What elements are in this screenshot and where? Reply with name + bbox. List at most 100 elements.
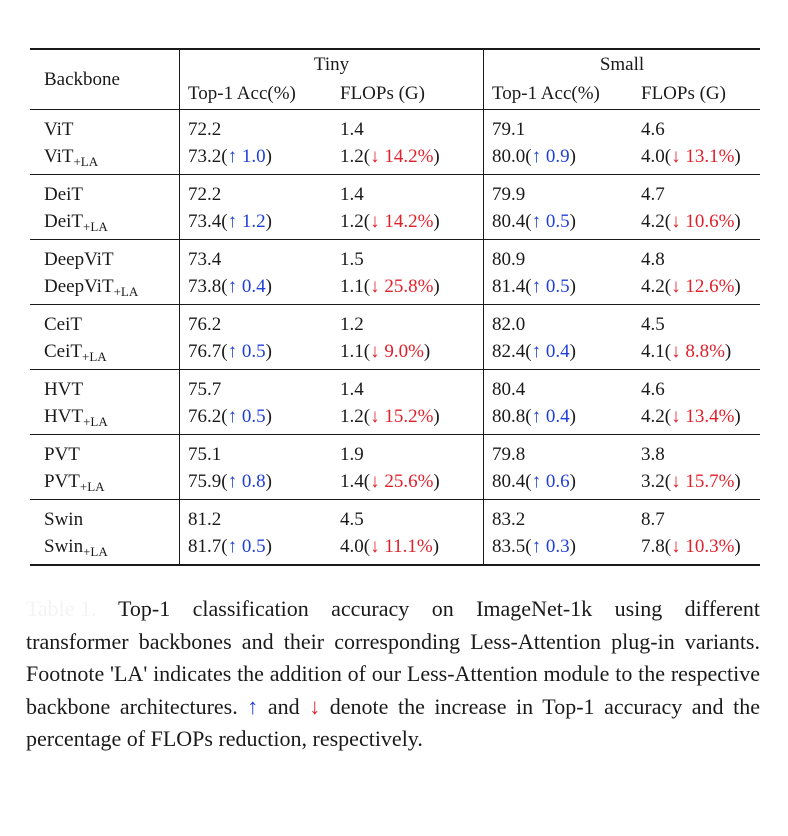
backbone-la-name: PVT+LA bbox=[44, 470, 105, 494]
backbone-name: PVT bbox=[30, 433, 180, 468]
tiny-flops-cell: 1.5 bbox=[336, 238, 484, 273]
la-small-acc-cell: 83.5(↑ 0.3) bbox=[483, 532, 637, 566]
table-row: HVT 75.7 1.4 80.4 4.6 bbox=[30, 368, 760, 403]
caption-up-arrow-icon: ↑ bbox=[247, 693, 259, 719]
la-small-acc-cell: 82.4(↑ 0.4) bbox=[483, 337, 637, 369]
la-tiny-acc-cell: 73.2(↑ 1.0) bbox=[179, 142, 336, 174]
la-subscript: +LA bbox=[83, 218, 108, 234]
header-small-flops: FLOPs (G) bbox=[641, 83, 726, 105]
backbone-name: CeiT bbox=[30, 303, 180, 338]
small-acc-cell: 80.4 bbox=[483, 368, 637, 403]
la-tiny-acc-cell: 81.7(↑ 0.5) bbox=[179, 532, 336, 566]
backbone-la-name: DeepViT+LA bbox=[44, 275, 139, 299]
tiny-acc-cell: 72.2 bbox=[179, 108, 336, 143]
table-caption: Table 1. Top-1 classification accuracy on… bbox=[26, 593, 760, 756]
backbone-name: HVT bbox=[30, 368, 180, 403]
header-tiny-acc: Top-1 Acc(%) bbox=[179, 79, 336, 109]
table-row-la: DeiT+LA 73.4(↑ 1.2) 1.2(↓ 14.2%) 80.4(↑ 0.5… bbox=[30, 207, 760, 239]
la-tiny-acc-cell: 76.7(↑ 0.5) bbox=[179, 337, 336, 369]
increase-delta: ↑ 0.6 bbox=[531, 470, 570, 492]
la-subscript: +LA bbox=[83, 413, 108, 429]
decrease-delta: ↓ 15.7% bbox=[671, 470, 735, 492]
header-group-tiny: Tiny bbox=[179, 48, 484, 79]
backbone-la-name: CeiT+LA bbox=[44, 340, 107, 364]
la-tiny-flops-cell: 1.2(↓ 14.2%) bbox=[340, 145, 440, 167]
caption-text-part2: denote the increase in Top-1 accuracy an… bbox=[26, 693, 760, 752]
decrease-delta: ↓ 15.2% bbox=[370, 405, 434, 427]
increase-delta: ↑ 0.8 bbox=[227, 470, 266, 492]
la-small-flops-cell: 4.2(↓ 12.6%) bbox=[641, 275, 741, 297]
caption-label: Table 1. bbox=[26, 596, 97, 621]
backbone-la-name: Swin+LA bbox=[30, 532, 180, 566]
backbone-la-name: ViT+LA bbox=[44, 145, 99, 169]
la-small-acc-cell: 80.8(↑ 0.4) bbox=[483, 402, 637, 434]
small-flops-cell: 8.7 bbox=[637, 498, 760, 533]
increase-delta: ↑ 0.5 bbox=[227, 535, 266, 557]
tiny-flops-cell: 1.9 bbox=[336, 433, 484, 468]
caption-text-part1: Top-1 classification accuracy on ImageNe… bbox=[26, 596, 760, 719]
increase-delta: ↑ 0.5 bbox=[531, 275, 570, 297]
backbone-la-name: DeiT+LA bbox=[44, 210, 108, 234]
decrease-delta: ↓ 14.2% bbox=[370, 210, 434, 232]
table-row: ViT 72.2 1.4 79.1 4.6 bbox=[30, 108, 760, 143]
small-flops-cell: 4.6 bbox=[637, 368, 760, 403]
la-tiny-acc-cell: 73.4(↑ 1.2) bbox=[179, 207, 336, 239]
la-tiny-flops-cell: 1.4(↓ 25.6%) bbox=[340, 470, 440, 492]
increase-delta: ↑ 0.5 bbox=[227, 405, 266, 427]
increase-delta: ↑ 0.5 bbox=[227, 340, 266, 362]
backbone-name: ViT bbox=[30, 108, 180, 143]
small-flops-cell: 3.8 bbox=[637, 433, 760, 468]
header-group-small: Small bbox=[483, 48, 760, 79]
increase-delta: ↑ 0.4 bbox=[531, 405, 570, 427]
table-row: DeepViT 73.4 1.5 80.9 4.8 bbox=[30, 238, 760, 273]
header-backbone: Backbone bbox=[30, 48, 180, 109]
table-row: PVT 75.1 1.9 79.8 3.8 bbox=[30, 433, 760, 468]
la-tiny-flops-cell: 1.1(↓ 9.0%) bbox=[340, 340, 431, 362]
decrease-delta: ↓ 14.2% bbox=[370, 145, 434, 167]
small-acc-cell: 79.9 bbox=[483, 173, 637, 208]
header-small-acc: Top-1 Acc(%) bbox=[483, 79, 637, 109]
la-tiny-flops-cell: 4.0(↓ 11.1%) bbox=[336, 532, 484, 566]
small-flops-cell: 4.5 bbox=[637, 303, 760, 338]
decrease-delta: ↓ 11.1% bbox=[370, 535, 433, 557]
table-row: Swin 81.2 4.5 83.2 8.7 bbox=[30, 498, 760, 533]
increase-delta: ↑ 1.2 bbox=[227, 210, 266, 232]
small-acc-cell: 79.1 bbox=[483, 108, 637, 143]
la-small-flops-cell: 3.2(↓ 15.7%) bbox=[641, 470, 741, 492]
caption-down-arrow-icon: ↓ bbox=[309, 693, 321, 719]
table-row: CeiT 76.2 1.2 82.0 4.5 bbox=[30, 303, 760, 338]
la-subscript: +LA bbox=[73, 153, 99, 169]
decrease-delta: ↓ 13.4% bbox=[671, 405, 735, 427]
tiny-flops-cell: 4.5 bbox=[336, 498, 484, 533]
la-small-acc-cell: 80.4(↑ 0.6) bbox=[483, 467, 637, 499]
table-body: ViT 72.2 1.4 79.1 4.6 ViT+LA 73.2(↑ 1.0) 1.2(↓ … bbox=[30, 108, 760, 566]
decrease-delta: ↓ 10.3% bbox=[671, 535, 735, 557]
la-subscript: +LA bbox=[113, 283, 139, 299]
table-row-la: DeepViT+LA 73.8(↑ 0.4) 1.1(↓ 25.8%) 81.4(↑ … bbox=[30, 272, 760, 304]
increase-delta: ↑ 0.4 bbox=[227, 275, 266, 297]
la-tiny-acc-cell: 73.8(↑ 0.4) bbox=[179, 272, 336, 304]
tiny-flops-cell: 1.4 bbox=[336, 108, 484, 143]
decrease-delta: ↓ 25.6% bbox=[370, 470, 434, 492]
table-row-la: PVT+LA 75.9(↑ 0.8) 1.4(↓ 25.6%) 80.4(↑ 0.6)… bbox=[30, 467, 760, 499]
table-row-la: CeiT+LA 76.7(↑ 0.5) 1.1(↓ 9.0%) 82.4(↑ 0.4)… bbox=[30, 337, 760, 369]
la-small-acc-cell: 80.0(↑ 0.9) bbox=[483, 142, 637, 174]
la-tiny-acc-cell: 76.2(↑ 0.5) bbox=[179, 402, 336, 434]
table-row-la: Swin+LA 81.7(↑ 0.5) 4.0(↓ 11.1%) 83.5(↑ 0.3… bbox=[30, 532, 760, 566]
backbone-la-name: HVT+LA bbox=[44, 405, 108, 429]
small-flops-cell: 4.8 bbox=[637, 238, 760, 273]
backbone-name: DeiT bbox=[30, 173, 180, 208]
la-small-flops-cell: 4.1(↓ 8.8%) bbox=[641, 340, 732, 362]
header-tiny-flops: FLOPs (G) bbox=[340, 83, 425, 105]
table-row-la: ViT+LA 73.2(↑ 1.0) 1.2(↓ 14.2%) 80.0(↑ 0.9)… bbox=[30, 142, 760, 174]
increase-delta: ↑ 0.4 bbox=[531, 340, 570, 362]
decrease-delta: ↓ 25.8% bbox=[370, 275, 434, 297]
results-table: Backbone Tiny Small Top-1 Acc(%) FLOPs (… bbox=[30, 48, 760, 566]
la-tiny-acc-cell: 75.9(↑ 0.8) bbox=[179, 467, 336, 499]
la-tiny-flops-cell: 1.2(↓ 14.2%) bbox=[340, 210, 440, 232]
tiny-flops-cell: 1.4 bbox=[336, 368, 484, 403]
tiny-acc-cell: 75.7 bbox=[179, 368, 336, 403]
la-subscript: +LA bbox=[83, 543, 108, 559]
results-table-container: Backbone Tiny Small Top-1 Acc(%) FLOPs (… bbox=[30, 48, 760, 566]
decrease-delta: ↓ 9.0% bbox=[370, 340, 424, 362]
